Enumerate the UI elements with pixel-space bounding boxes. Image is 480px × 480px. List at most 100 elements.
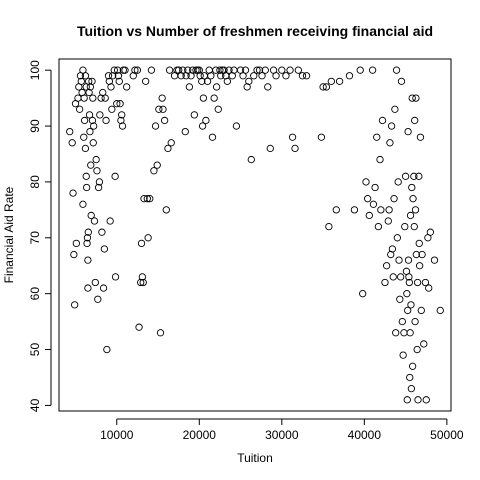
data-point: [400, 329, 408, 337]
data-point: [103, 345, 111, 354]
data-point: [322, 83, 331, 91]
data-point: [150, 167, 158, 175]
data-point: [89, 139, 97, 147]
data-point: [363, 195, 372, 203]
data-point: [382, 262, 391, 270]
data-point: [68, 139, 76, 147]
data-point: [225, 66, 233, 74]
data-point: [102, 116, 110, 125]
data-point: [282, 72, 290, 80]
data-point: [416, 133, 425, 141]
data-point: [162, 206, 170, 214]
data-point: [415, 262, 424, 270]
data-point: [389, 273, 397, 281]
data-point: [396, 295, 404, 303]
data-point: [69, 189, 77, 197]
data-point: [411, 317, 419, 326]
data-point: [420, 340, 428, 348]
data-points: [66, 66, 444, 404]
y-tick-label: 80: [28, 175, 42, 189]
data-point: [114, 72, 123, 80]
data-point: [404, 127, 412, 136]
data-point: [413, 345, 421, 354]
data-point: [408, 183, 416, 192]
data-point: [165, 66, 174, 74]
data-point: [250, 72, 258, 80]
data-point: [378, 116, 387, 125]
data-point: [393, 234, 402, 242]
plot-frame: [58, 58, 452, 412]
data-point: [113, 100, 121, 108]
data-point: [81, 144, 90, 153]
data-point: [94, 183, 103, 192]
data-point: [371, 183, 379, 192]
data-point: [144, 234, 152, 242]
x-tick-label: 20000: [183, 428, 217, 442]
data-point: [401, 222, 409, 231]
data-point: [392, 66, 401, 74]
data-point: [335, 77, 344, 85]
data-point: [108, 105, 116, 113]
data-point: [405, 278, 413, 287]
data-point: [384, 217, 392, 225]
x-axis: 10000 20000 30000 40000 50000: [100, 418, 464, 442]
data-point: [356, 66, 364, 74]
data-point: [426, 228, 435, 236]
data-point: [232, 122, 241, 130]
data-point: [392, 329, 400, 337]
data-point: [418, 250, 426, 259]
data-point: [230, 66, 238, 74]
data-point: [241, 66, 250, 74]
data-point: [404, 306, 412, 315]
data-point: [350, 206, 359, 214]
data-point: [80, 133, 88, 141]
data-point: [319, 83, 327, 91]
data-point: [95, 178, 104, 186]
y-tick-label: 40: [28, 398, 42, 412]
data-point: [156, 329, 165, 337]
data-point: [179, 66, 187, 74]
data-point: [407, 301, 415, 309]
data-point: [395, 256, 403, 264]
data-point: [198, 122, 207, 130]
data-point: [325, 222, 333, 231]
data-point: [261, 66, 269, 74]
data-point: [365, 211, 373, 220]
data-point: [399, 351, 407, 359]
data-point: [373, 133, 381, 141]
data-point: [84, 256, 92, 264]
data-point: [412, 94, 420, 102]
data-point: [151, 122, 160, 130]
data-point: [258, 72, 266, 80]
y-tick-label: 50: [28, 343, 42, 357]
data-point: [83, 234, 92, 242]
x-tick-label: 10000: [100, 428, 134, 442]
data-point: [90, 217, 99, 225]
data-point: [359, 290, 367, 298]
y-tick-label: 60: [28, 287, 42, 301]
data-point: [387, 122, 396, 130]
data-point: [298, 72, 307, 80]
data-point: [391, 105, 399, 113]
data-point: [66, 127, 74, 136]
data-point: [110, 66, 118, 74]
data-point: [210, 94, 218, 102]
data-point: [82, 172, 90, 180]
data-point: [147, 66, 156, 74]
data-point: [85, 111, 94, 119]
chart-title: Tuition vs Number of freshmen receiving …: [77, 23, 433, 39]
data-point: [411, 116, 419, 125]
data-point: [203, 77, 212, 85]
data-point: [94, 295, 102, 303]
data-point: [87, 161, 95, 169]
data-point: [70, 250, 78, 259]
data-point: [376, 155, 384, 164]
data-point: [407, 385, 416, 393]
data-point: [408, 362, 417, 370]
data-point: [422, 396, 430, 404]
data-point: [86, 127, 94, 136]
data-point: [153, 161, 161, 169]
data-point: [185, 83, 194, 91]
data-point: [164, 144, 172, 153]
